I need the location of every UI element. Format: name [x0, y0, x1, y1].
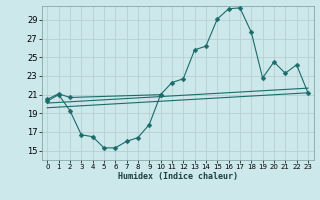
- X-axis label: Humidex (Indice chaleur): Humidex (Indice chaleur): [118, 172, 237, 181]
